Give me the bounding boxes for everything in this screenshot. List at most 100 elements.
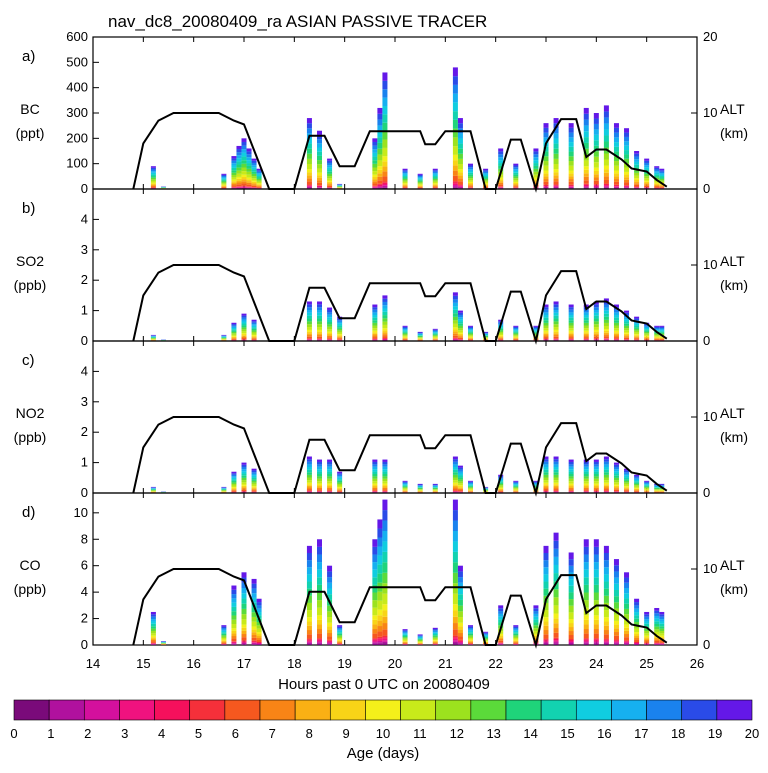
age-band [418,639,423,640]
age-band [584,620,589,625]
age-band [242,325,247,327]
age-band [624,609,629,614]
age-band [468,491,473,492]
colorbar-tick-label: 20 [745,726,759,741]
age-band [252,472,257,474]
age-band [231,586,236,590]
age-band [458,330,463,332]
age-band [382,583,387,593]
age-band [242,320,247,322]
age-band [624,146,629,150]
age-band [377,114,382,120]
age-band [584,186,589,187]
age-band [584,337,589,339]
age-band [604,574,609,581]
age-band [327,312,332,314]
age-band [624,488,629,489]
age-band [252,326,257,328]
age-band [654,621,659,624]
age-band [382,521,387,531]
tracer-bar [544,123,549,189]
age-band [242,486,247,487]
age-band [372,332,377,334]
age-band [533,617,538,620]
age-band [317,164,322,168]
age-band [231,156,236,158]
age-band [317,152,322,156]
age-band [554,549,559,557]
age-band [654,616,659,619]
age-band [458,144,463,149]
age-band [433,329,438,330]
age-band [458,313,463,315]
age-band [403,179,408,180]
age-band [317,186,322,187]
age-band [453,562,458,572]
age-band [513,338,518,339]
age-band [604,642,609,643]
age-band [634,176,639,179]
tracer-bar [624,572,629,645]
age-band [242,598,247,603]
colorbar-swatch [155,700,190,720]
age-band [382,594,387,604]
age-band [252,489,257,490]
age-band [327,469,332,471]
age-band [458,324,463,326]
age-band [382,489,387,490]
age-band [231,481,236,483]
age-band [382,334,387,336]
age-band [624,330,629,332]
age-band [614,640,619,641]
age-band [569,479,574,481]
age-band [307,149,312,154]
age-band [307,621,312,625]
age-band [624,137,629,141]
species-unit: (ppb) [14,581,47,597]
age-band [307,560,312,567]
age-band [382,81,387,89]
tracer-bar [569,552,574,645]
age-band [544,156,549,161]
age-band [242,480,247,482]
age-band [317,474,322,476]
age-band [403,328,408,329]
age-band [337,489,342,490]
age-band [307,337,312,339]
age-band [403,483,408,484]
age-band [242,637,247,640]
age-band [659,179,664,180]
age-band [377,184,382,185]
age-band [327,322,332,324]
age-band [433,642,438,643]
age-band [584,335,589,337]
tracer-bar [242,138,247,189]
age-band [659,327,664,328]
age-band [614,318,619,321]
colorbar-tick-label: 0 [10,726,17,741]
age-band [644,490,649,491]
age-band [151,637,156,638]
age-band [468,639,473,640]
age-band [307,630,312,634]
chart-title: nav_dc8_20080409_ra ASIAN PASSIVE TRACER [108,12,487,31]
age-band [533,169,538,172]
age-band [242,186,247,187]
age-band [252,476,257,478]
tracer-bar [654,608,659,645]
age-band [614,185,619,186]
age-band [382,184,387,185]
tracer-bar [468,164,473,189]
age-band [614,621,619,625]
age-band [644,165,649,167]
age-band [569,488,574,489]
age-band [498,154,503,157]
age-band [458,566,463,572]
age-band [594,171,599,174]
age-band [624,583,629,588]
age-band [458,315,463,317]
age-band [644,633,649,635]
age-band [584,315,589,318]
age-band [307,128,312,133]
age-band [403,333,408,334]
